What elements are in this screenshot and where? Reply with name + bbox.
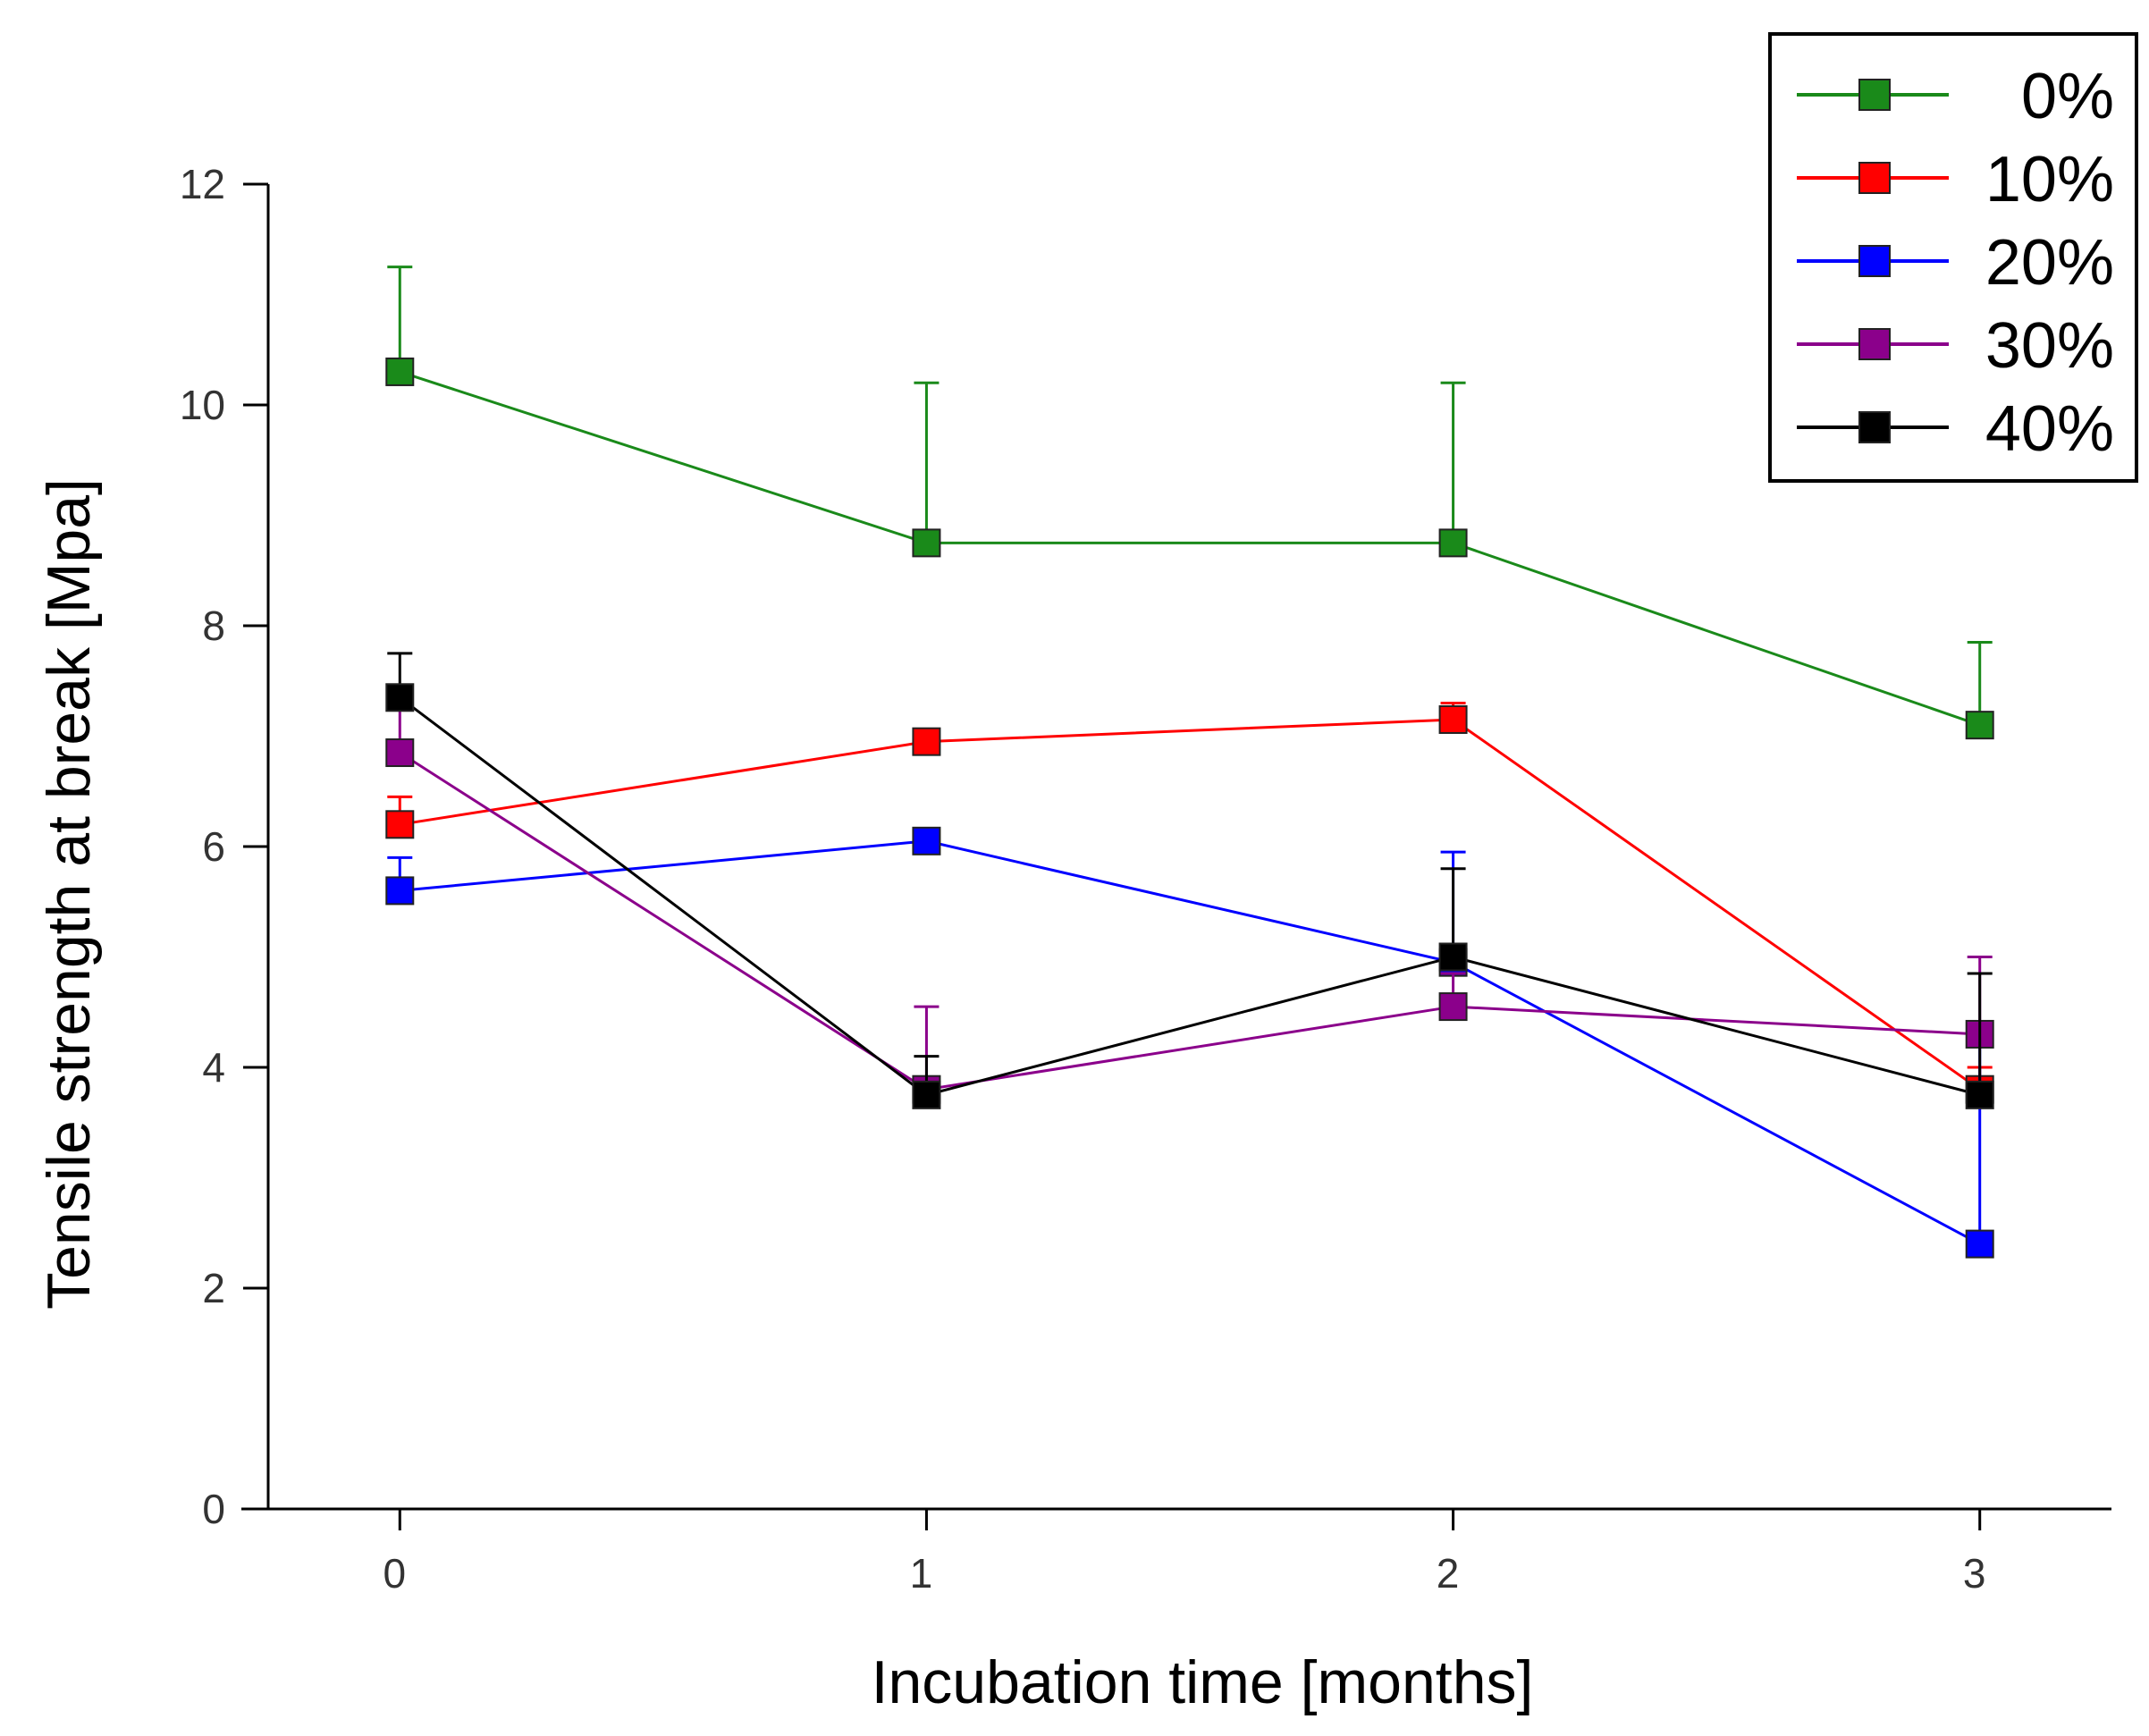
data-point <box>1438 704 1468 734</box>
data-point <box>385 738 415 768</box>
legend-marker <box>1858 245 1891 277</box>
legend-marker <box>1858 411 1891 443</box>
legend-label: 10% <box>1985 144 2114 215</box>
series-40pct <box>385 652 1994 1109</box>
data-point <box>1965 711 1994 740</box>
y-tick-label: 12 <box>180 161 225 207</box>
data-point <box>1438 528 1468 558</box>
data-point <box>912 727 941 756</box>
x-tick-label: 3 <box>1963 1550 1986 1597</box>
legend-item: 30% <box>1797 310 2114 382</box>
data-point <box>385 810 415 839</box>
data-point <box>385 357 415 386</box>
data-point <box>1438 992 1468 1022</box>
series-20pct <box>385 826 1994 1259</box>
x-tick-label: 1 <box>910 1550 933 1597</box>
legend-label: 0% <box>2021 61 2114 132</box>
data-point <box>385 683 415 712</box>
y-axis-title: Tensile strength at break [Mpa] <box>35 478 103 1310</box>
x-tick-label: 2 <box>1437 1550 1460 1597</box>
legend: 0% 10% 20% 30% 40% <box>1768 32 2138 483</box>
series-0pct <box>385 265 1994 740</box>
series-layer <box>385 265 1994 1259</box>
legend-label: 20% <box>1985 227 2114 299</box>
data-point <box>1965 1229 1994 1259</box>
y-tick-label: 6 <box>202 823 225 870</box>
y-tick-label: 10 <box>180 382 225 428</box>
series-30pct <box>385 690 1994 1104</box>
legend-item: 10% <box>1797 144 2114 215</box>
series-line <box>399 370 1981 727</box>
legend-marker <box>1858 162 1891 194</box>
series-line <box>399 696 1981 1097</box>
x-axis-ticks: 0 1 2 3 <box>383 1509 1986 1597</box>
data-point <box>912 826 941 855</box>
legend-box <box>1768 32 2138 483</box>
legend-marker <box>1858 79 1891 111</box>
series-line <box>400 839 1981 1245</box>
data-point <box>912 528 941 558</box>
x-axis-title: Incubation time [months] <box>872 1648 1534 1716</box>
data-point <box>385 876 415 906</box>
x-tick-label: 0 <box>383 1550 406 1597</box>
legend-label: 40% <box>1985 393 2114 465</box>
data-point <box>1965 1080 1994 1109</box>
legend-marker <box>1858 328 1891 360</box>
legend-item: 0% <box>1797 61 2114 132</box>
y-tick-label: 0 <box>202 1486 225 1532</box>
data-point <box>1438 942 1468 972</box>
y-tick-label: 4 <box>202 1044 225 1091</box>
y-tick-label: 2 <box>202 1265 225 1311</box>
series-line <box>400 718 1981 1091</box>
legend-label: 30% <box>1985 310 2114 382</box>
y-axis-ticks: 0 2 4 6 8 10 12 <box>180 161 268 1532</box>
series-line <box>399 751 1980 1091</box>
y-tick-label: 8 <box>202 603 225 649</box>
legend-item: 20% <box>1797 227 2114 299</box>
data-point <box>912 1080 941 1109</box>
legend-item: 40% <box>1797 393 2114 465</box>
